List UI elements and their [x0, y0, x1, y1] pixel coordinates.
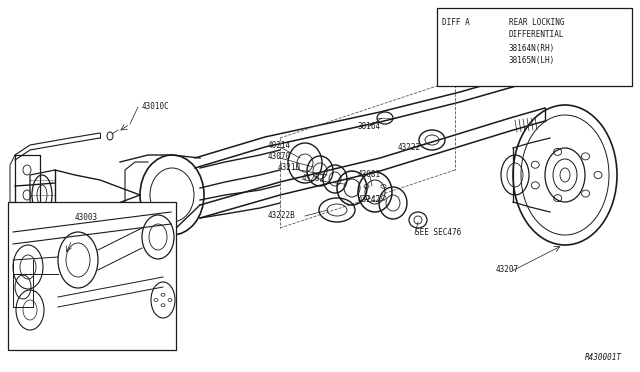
Text: 43222B: 43222B — [268, 211, 296, 219]
Text: SEE SEC476: SEE SEC476 — [415, 228, 461, 237]
Text: 38164N(RH): 38164N(RH) — [509, 44, 556, 52]
Text: 43010C: 43010C — [142, 102, 170, 110]
Text: 40214: 40214 — [268, 141, 291, 150]
Text: 38164: 38164 — [358, 122, 381, 131]
Text: 43070: 43070 — [268, 151, 291, 160]
Bar — [437, 8, 632, 86]
Text: 43242: 43242 — [358, 195, 381, 203]
Text: 43207: 43207 — [496, 266, 519, 275]
Bar — [8, 202, 176, 350]
Text: 38165N(LH): 38165N(LH) — [509, 55, 556, 64]
Text: 43252: 43252 — [302, 173, 325, 183]
Text: DIFF A: DIFF A — [442, 17, 470, 26]
Text: REAR LOCKING: REAR LOCKING — [509, 17, 564, 26]
Text: 43003: 43003 — [75, 212, 98, 221]
Text: 43081: 43081 — [358, 170, 381, 179]
Text: 43210: 43210 — [278, 163, 301, 171]
Text: 43222: 43222 — [398, 142, 421, 151]
Text: DIFFERENTIAL: DIFFERENTIAL — [509, 29, 564, 38]
Text: R430001T: R430001T — [585, 353, 622, 362]
